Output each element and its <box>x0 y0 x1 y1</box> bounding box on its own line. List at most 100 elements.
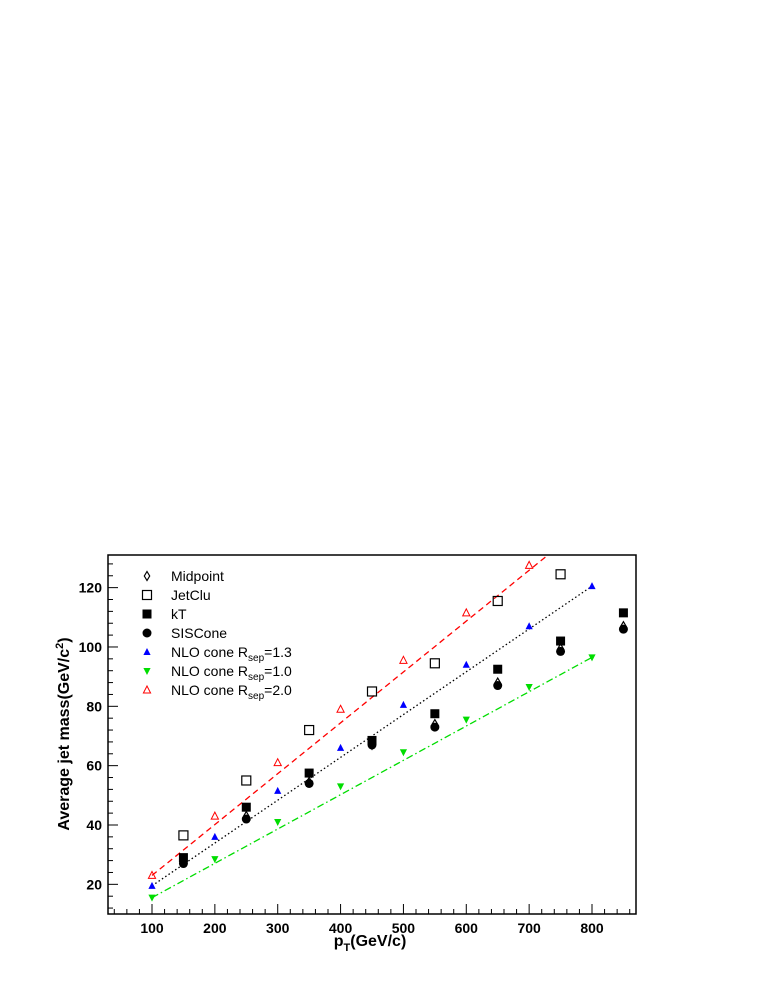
series-7-point-6 <box>461 607 471 617</box>
legend-label-main: NLO cone R <box>171 682 248 698</box>
plot-frame <box>107 554 637 915</box>
series-3-point-3 <box>304 768 314 778</box>
x-tick-label: 400 <box>329 920 353 936</box>
y-axis: 20 40 60 80 100 120 <box>79 563 118 909</box>
series-7-point-4 <box>336 704 345 713</box>
series-3-point-1 <box>178 853 188 863</box>
series-3-point-7 <box>556 636 566 646</box>
y-axis-title-main: Average jet mass(GeV/c <box>56 649 73 831</box>
series-2-point-6 <box>492 595 503 607</box>
legend-marker-6 <box>143 668 151 675</box>
legend-label-post: =1.0 <box>264 663 292 679</box>
legend-label-main: NLO cone R <box>171 663 248 679</box>
x-tick-label: 100 <box>140 920 164 936</box>
series-7-point-5 <box>399 655 408 664</box>
series-4-point-1 <box>178 859 188 869</box>
series-5-point-8 <box>588 582 596 590</box>
y-tick-label: 40 <box>86 817 102 833</box>
series-6-point-2 <box>211 856 219 864</box>
x-axis: 100 200 300 400 500 600 700 800 <box>113 904 631 936</box>
series-5-point-6 <box>462 660 470 668</box>
legend-marker-4 <box>142 628 152 638</box>
series-5-point-3 <box>274 786 282 794</box>
series-3-point-2 <box>241 802 251 812</box>
fit-line-3 <box>151 554 549 876</box>
series-2-point-5 <box>429 658 440 669</box>
y-tick-label: 20 <box>86 876 102 892</box>
series-4-point-8 <box>618 624 628 634</box>
y-tick-label: 80 <box>86 698 102 714</box>
legend-label-6: NLO cone Rsep=1.0 <box>171 663 292 683</box>
series-5-point-2 <box>211 832 219 840</box>
series-7-point-2 <box>210 810 220 820</box>
series-7-point-3 <box>273 757 283 767</box>
series-6-point-1 <box>148 894 156 902</box>
x-axis-title-main: p <box>334 933 344 950</box>
series-2-point-7 <box>555 569 566 580</box>
legend-label-main: Midpoint <box>171 568 224 584</box>
legend-label-4: SISCone <box>171 625 227 641</box>
series-2-point-1 <box>178 830 189 841</box>
series-6-point-5 <box>399 749 408 757</box>
y-axis-title-post: ) <box>56 637 73 642</box>
series-6-point-8 <box>588 654 596 662</box>
legend-label-2: JetClu <box>171 587 211 603</box>
legend-label-post: =1.3 <box>264 644 292 660</box>
legend-label-1: Midpoint <box>171 568 224 584</box>
x-tick-label: 500 <box>392 920 416 936</box>
series-2-point-3 <box>304 724 315 736</box>
legend-label-main: JetClu <box>171 587 211 603</box>
legend-label-sub: sep <box>248 691 265 702</box>
series-4-point-7 <box>556 646 566 656</box>
series-6-point-6 <box>462 716 470 724</box>
series-2-point-4 <box>366 686 378 697</box>
series-4-point-6 <box>493 681 503 691</box>
legend-label-7: NLO cone Rsep=2.0 <box>171 682 292 702</box>
legend-marker-5 <box>143 648 151 655</box>
y-tick-label: 100 <box>79 639 103 655</box>
legend-label-sub: sep <box>248 672 265 683</box>
legend-label-3: kT <box>171 606 187 622</box>
legend-label-main: SISCone <box>171 625 227 641</box>
series-6-point-4 <box>336 783 345 791</box>
series-3-point-6 <box>493 664 503 674</box>
legend-marker-2 <box>141 589 153 601</box>
legend-label-5: NLO cone Rsep=1.3 <box>171 644 292 664</box>
x-tick-label: 200 <box>203 920 227 936</box>
x-tick-label: 300 <box>266 920 290 936</box>
y-tick-label: 120 <box>79 580 103 596</box>
x-tick-label: 600 <box>455 920 479 936</box>
series-2-point-2 <box>241 775 252 786</box>
series-6-point-3 <box>274 819 282 827</box>
series-3-point-5 <box>430 709 440 719</box>
fit-line-1 <box>151 585 593 887</box>
legend-label-main: NLO cone R <box>171 644 248 660</box>
series-7-point-7 <box>524 560 534 569</box>
x-tick-label: 700 <box>517 920 541 936</box>
legend-label-sub: sep <box>248 653 265 664</box>
series-7-point-1 <box>147 870 157 879</box>
legend-marker-7 <box>142 684 152 694</box>
y-axis-title: Average jet mass(GeV/c2) <box>54 637 73 830</box>
data-markers <box>147 560 628 902</box>
series-5-point-5 <box>399 700 408 708</box>
series-5-point-7 <box>525 622 533 630</box>
series-6-point-7 <box>525 684 533 692</box>
x-axis-title: pT(GeV/c) <box>334 933 407 954</box>
y-axis-title-sup: 2 <box>54 643 66 649</box>
series-5-point-1 <box>148 881 156 889</box>
legend-label-main: kT <box>171 606 187 622</box>
series-4-point-3 <box>304 778 314 788</box>
series-5-point-4 <box>336 743 345 751</box>
series-4-point-5 <box>430 722 440 732</box>
legend-label-post: =2.0 <box>264 682 292 698</box>
series-3-point-8 <box>618 608 628 618</box>
legend-marker-1 <box>143 570 151 582</box>
x-tick-label: 800 <box>580 920 604 936</box>
fit-line-2 <box>151 656 593 899</box>
y-tick-label: 60 <box>86 758 102 774</box>
series-4-point-4 <box>367 740 377 750</box>
